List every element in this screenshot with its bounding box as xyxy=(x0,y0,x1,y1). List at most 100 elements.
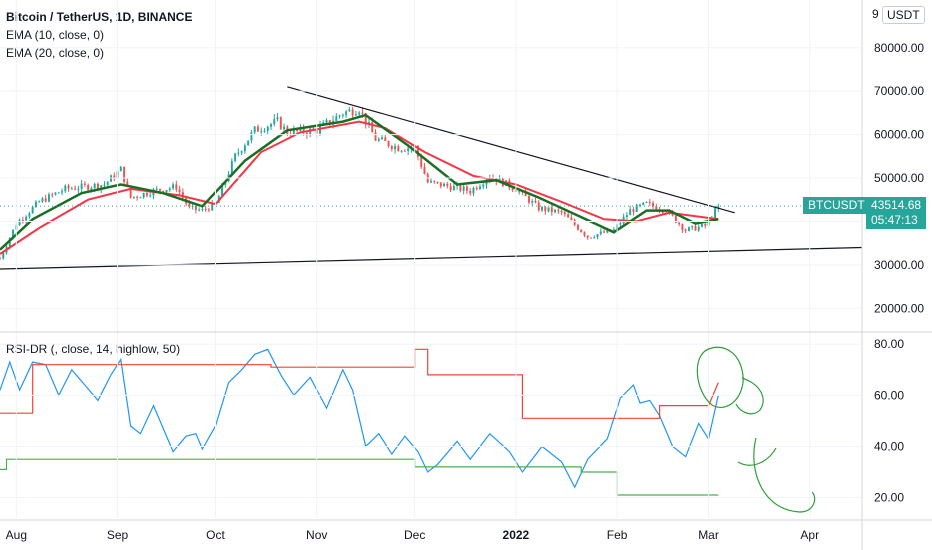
price-tick-label: 80000.00 xyxy=(874,41,924,55)
candle-body xyxy=(580,229,583,233)
rsi-rsi-line xyxy=(0,348,719,489)
candle-body xyxy=(531,201,534,203)
candle-body xyxy=(266,126,269,131)
candle-body xyxy=(430,180,432,183)
rsi-legend: RSI-DR (, close, 14, highlow, 50) xyxy=(6,340,180,358)
candle-body xyxy=(296,129,299,131)
candle-body xyxy=(443,183,446,187)
candle-body xyxy=(446,183,449,187)
candle-body xyxy=(126,181,129,186)
rsi-tick-label: 60.00 xyxy=(874,388,904,402)
candle-body xyxy=(279,117,282,130)
candle-body xyxy=(302,127,305,133)
candle-body xyxy=(74,188,77,190)
candle-body xyxy=(51,194,54,196)
candle-body xyxy=(335,116,338,121)
candle-body xyxy=(18,220,21,226)
rsi-panel[interactable] xyxy=(0,348,719,496)
candle-body xyxy=(341,114,344,116)
candle-body xyxy=(34,201,37,207)
time-tick-label: Aug xyxy=(6,528,27,542)
candle-body xyxy=(482,184,485,187)
candle-body xyxy=(110,175,112,182)
candle-body xyxy=(714,208,717,219)
rsi-label[interactable]: RSI-DR (, close, 14, highlow, 50) xyxy=(6,342,181,356)
candle-body xyxy=(123,166,126,182)
candle-body xyxy=(678,222,681,225)
candle-body xyxy=(407,148,410,151)
candle-body xyxy=(230,160,233,175)
candle-body xyxy=(674,215,677,223)
ema10-label[interactable]: EMA (10, close, 0) xyxy=(6,28,105,42)
candle-body xyxy=(207,209,210,211)
candle-body xyxy=(478,186,481,189)
candle-body xyxy=(518,191,521,193)
price-tick-label: 30000.00 xyxy=(874,258,924,272)
candle-body xyxy=(704,224,707,226)
candle-body xyxy=(403,150,406,152)
candle-body xyxy=(544,207,547,212)
candle-body xyxy=(338,115,341,117)
candle-body xyxy=(247,140,250,146)
candle-body xyxy=(632,209,635,212)
candle-body xyxy=(204,208,207,210)
currency-selector[interactable]: USDT xyxy=(882,6,925,24)
candle-body xyxy=(260,131,263,133)
time-tick-label: 2022 xyxy=(503,528,530,542)
candle-body xyxy=(377,139,380,141)
candle-body xyxy=(652,202,655,207)
price-tick-label: 20000.00 xyxy=(874,301,924,315)
ema20-line xyxy=(0,120,719,255)
last-price-tag: 43514.68 05:47:13 xyxy=(866,197,927,230)
candle-body xyxy=(132,196,135,198)
candle-body xyxy=(234,153,237,161)
candle-body xyxy=(345,111,348,115)
ema10-line xyxy=(0,113,719,251)
candle-body xyxy=(573,219,576,225)
candle-body xyxy=(273,119,276,125)
candle-body xyxy=(25,216,28,221)
hand-drawn-loop xyxy=(735,377,764,415)
candle-body xyxy=(563,212,566,215)
candle-body xyxy=(221,184,224,196)
candle-body xyxy=(436,181,439,183)
time-tick-label: Oct xyxy=(206,528,225,542)
ema20-label[interactable]: EMA (20, close, 0) xyxy=(6,46,105,60)
candle-body xyxy=(364,112,367,124)
last-price-value: 43514.68 xyxy=(871,198,922,213)
candle-body xyxy=(139,197,142,199)
candle-body xyxy=(155,188,158,190)
candle-body xyxy=(162,190,165,193)
candle-body xyxy=(423,166,426,174)
candle-body xyxy=(90,188,93,190)
candle-body xyxy=(642,202,645,205)
candle-body xyxy=(593,237,596,239)
candle-body xyxy=(194,205,197,210)
price-tick-label-partial: 9 xyxy=(872,7,879,21)
time-tick-label: Feb xyxy=(607,528,628,542)
time-tick-label: Dec xyxy=(404,528,425,542)
candle-body xyxy=(498,177,501,182)
candle-body xyxy=(625,215,628,217)
time-tick-label: Apr xyxy=(800,528,819,542)
price-panel[interactable] xyxy=(0,86,863,270)
candle-body xyxy=(270,124,272,127)
candle-body xyxy=(586,235,589,238)
candle-body xyxy=(717,206,720,209)
symbol-title[interactable]: Bitcoin / TetherUS, 1D, BINANCE xyxy=(6,10,193,24)
candle-body xyxy=(358,112,361,115)
candle-body xyxy=(472,187,475,194)
candle-body xyxy=(681,224,684,230)
candle-body xyxy=(168,188,171,190)
candle-body xyxy=(96,183,99,189)
candle-body xyxy=(475,187,478,189)
candle-body xyxy=(243,145,246,152)
candle-body xyxy=(80,183,83,190)
rsi-tick-label: 80.00 xyxy=(874,337,904,351)
hand-drawn-circle xyxy=(696,346,744,408)
candle-body xyxy=(371,122,374,133)
candle-body xyxy=(433,180,436,182)
candle-body xyxy=(181,192,184,198)
candle-body xyxy=(305,132,308,135)
